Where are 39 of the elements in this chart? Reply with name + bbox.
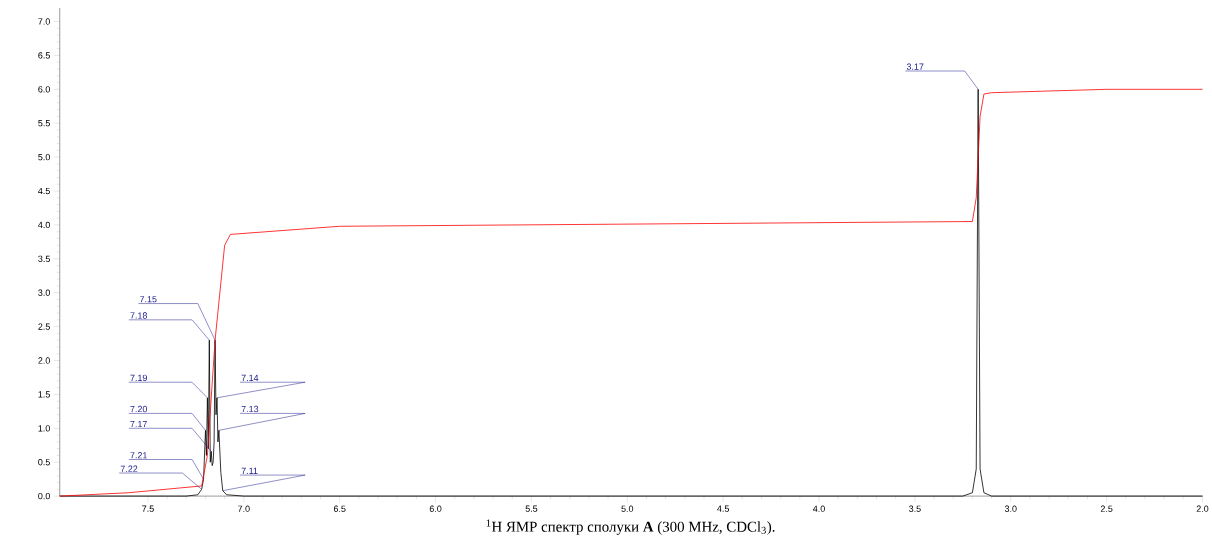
annotation: 7.15: [140, 296, 157, 303]
y-tick-label: 0.5: [38, 459, 50, 466]
y-tick-label: 2.5: [38, 323, 50, 330]
y-tick-label: 3.0: [38, 289, 50, 296]
x-tick-label: 5.0: [621, 505, 634, 512]
y-tick-label: 6.0: [38, 86, 50, 93]
annotation: 7.17: [130, 421, 147, 428]
x-tick-label: 4.0: [813, 505, 825, 512]
x-tick-label: 2.5: [1100, 505, 1113, 512]
y-tick-label: 4.0: [38, 221, 50, 229]
annotation: 7.20: [130, 405, 148, 413]
y-tick-label: 6.5: [38, 52, 50, 59]
y-tick-label: 1.0: [38, 425, 50, 432]
annotation: 7.21: [130, 452, 147, 459]
y-tick-label: 1.5: [38, 391, 50, 398]
x-tick-label: 4.5: [717, 505, 729, 512]
x-tick-label: 2.0: [1196, 505, 1209, 512]
y-tick-label: 0.0: [38, 492, 50, 500]
x-tick-label: 3.5: [909, 505, 921, 512]
x-tick-label: 5.5: [525, 505, 538, 512]
y-tick-label: 3.5: [38, 255, 50, 263]
annotation: 7.13: [241, 405, 259, 413]
x-tick-label: 3.0: [1004, 505, 1017, 512]
x-tick-label: 6.5: [333, 505, 346, 512]
annotation: 7.14: [241, 374, 259, 382]
annotation: 7.18: [130, 312, 147, 319]
x-tick-label: 7.5: [142, 505, 154, 512]
x-tick-label: 7.0: [238, 505, 250, 512]
text: $^{1}$H ЯМР спектр сполуки A (300 MHz, CDCl$_{3}$).: [486, 519, 775, 535]
annotation: 7.19: [130, 374, 147, 382]
y-tick-label: 4.5: [38, 187, 50, 195]
y-tick-label: 2.0: [38, 357, 50, 364]
annotation: 7.22: [120, 465, 138, 472]
y-tick-label: 5.0: [38, 153, 50, 161]
x-tick-label: 6.0: [429, 505, 442, 512]
annotation: 3.17: [906, 63, 924, 70]
annotation: 7.11: [241, 467, 258, 474]
y-tick-label: 5.5: [38, 120, 50, 127]
y-tick-label: 7.0: [38, 18, 50, 25]
